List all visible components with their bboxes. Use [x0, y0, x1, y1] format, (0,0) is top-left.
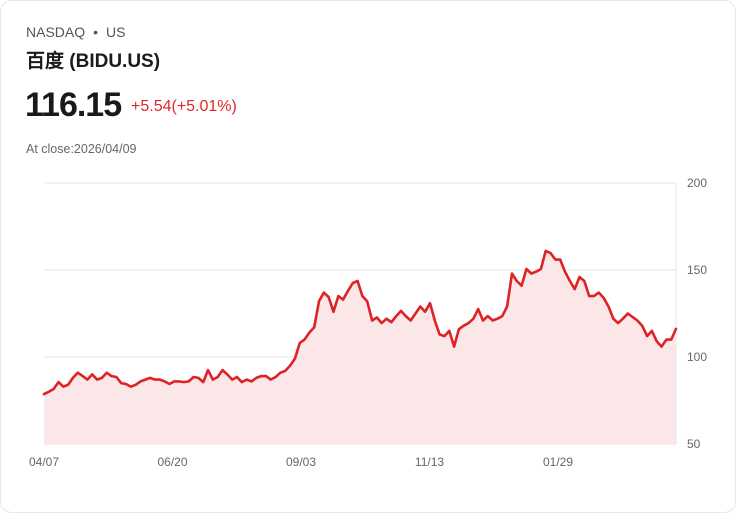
- x-tick-label: 04/07: [29, 455, 59, 469]
- y-tick-label: 50: [687, 437, 701, 451]
- stock-name: 百度 (BIDU.US): [26, 51, 161, 72]
- x-tick-label: 01/29: [543, 455, 573, 469]
- stock-price: 116.15: [25, 86, 122, 124]
- y-tick-label: 200: [687, 176, 707, 190]
- y-tick-label: 150: [687, 263, 707, 277]
- exchange-line: NASDAQ • US: [26, 24, 125, 40]
- x-tick-label: 06/20: [157, 455, 187, 469]
- x-tick-label: 11/13: [415, 455, 444, 469]
- y-tick-label: 100: [687, 350, 707, 364]
- separator: •: [93, 24, 99, 40]
- price-change: +5.54(+5.01%): [131, 98, 237, 115]
- price-line: [42, 249, 678, 396]
- market-label: US: [106, 24, 126, 40]
- x-tick-label: 09/03: [286, 455, 316, 469]
- exchange-label: NASDAQ: [26, 24, 86, 40]
- area-fill: [44, 250, 676, 444]
- close-time: At close:2026/04/09: [26, 142, 137, 156]
